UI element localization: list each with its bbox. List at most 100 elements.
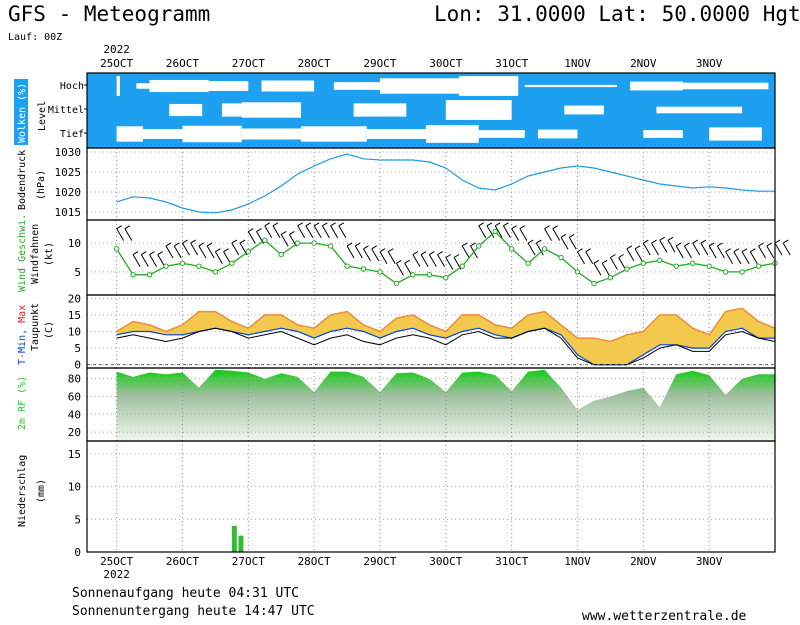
wind-barb-flag [766,242,773,247]
y-tick-label: 10 [68,481,81,494]
wind-unit: (kt) [44,242,55,266]
wind-barb-flag [675,242,682,247]
wind-speed-point [541,246,548,252]
pressure-unit: (hPa) [36,170,47,200]
wind-barb [502,225,511,239]
wind-barb [363,248,371,262]
wind-barb [708,245,717,259]
bottom-x-tick-label: 27OCT [232,555,265,568]
wind-barb [165,245,174,259]
y-tick-label: 1020 [55,186,82,199]
wind-barb-flag [536,239,542,244]
cloud-level-label: Mittel [48,105,84,116]
wind-barb-flag [165,242,172,247]
pressure-series-line [116,153,775,214]
cloud-patch [116,76,120,96]
wind-barb [519,228,528,241]
bottom-x-tick-label: 29OCT [363,555,396,568]
wind-barb-flag [626,245,633,250]
wind-barb [700,242,709,256]
wind-speed-point [492,228,498,235]
cloud-patch [426,125,479,143]
wind-barb-flag [634,245,641,250]
wind-barb-flag [708,242,715,247]
cloud-level-label: Tief [60,129,84,140]
wind-barb-flag [470,242,476,247]
cloud-patch [630,81,683,91]
wind-speed-point [344,263,350,269]
wind-barb [494,225,503,239]
wind-speed-point [591,280,597,287]
wind-sublabel: Windfahnen [30,224,41,284]
wind-barb-flag [486,222,493,227]
cloud-patch [445,100,512,120]
cloud-patch [300,126,367,142]
wind-barb [535,242,544,256]
precip-bar [231,525,237,552]
wind-barb-flag [560,233,567,238]
wind-barb [132,254,141,267]
wind-speed-point [245,249,252,255]
wind-barb [478,225,487,239]
bottom-x-tick-label: 26OCT [166,555,199,568]
wind-speed-point [196,263,202,269]
wind-barb-flag [338,222,345,227]
y-tick-label: 1015 [55,206,82,219]
humidity-ylabel: 2m RF (%) [17,376,28,430]
cloud-patch [643,130,683,138]
wind-barb-flag [379,248,386,253]
wind-barb-flag [717,242,723,247]
cloud-patch [169,103,203,117]
wind-barb-flag [429,251,435,256]
wind-barb [124,228,133,241]
wind-barb [264,225,273,239]
wind-barb [182,242,190,256]
wind-barb [766,245,775,259]
wind-speed-point [327,243,334,249]
wind-barb-flag [141,251,147,256]
wind-barb-flag [182,239,188,244]
wind-barb-flag [173,242,180,247]
wind-barb [330,225,339,239]
bottom-x-tick-label: 30OCT [429,555,462,568]
wind-barb [461,245,470,259]
coords-label: Lon: 31.0000 Lat: 50.0000 Hgt: 1 [434,2,800,26]
bottom-x-tick-label: 2NOV [630,555,657,568]
wind-barb [206,245,215,259]
wind-barb-flag [519,225,526,230]
precip-bar [238,535,244,552]
wind-barb-flag [527,239,534,244]
source-link[interactable]: www.wetterzentrale.de [582,609,747,624]
wind-speed-point [690,260,696,266]
cloud-patch [564,105,604,115]
wind-barb-flag [280,230,287,235]
wind-speed-point [410,272,416,278]
wind-barb-flag [297,222,303,227]
wind-barb-flag [346,242,353,247]
wind-barb [593,263,602,276]
cloud-patch [261,80,315,92]
wind-speed-point [393,280,400,287]
bottom-x-tick-label: 28OCT [298,555,331,568]
dewpoint-line [116,327,776,366]
wind-barb [116,228,125,241]
wind-barb [486,225,495,239]
wind-barb-flag [453,254,460,258]
wind-speed-point [558,254,564,261]
wind-speed-point [459,263,465,269]
top-x-tick-label: 1NOV [564,57,591,70]
wind-barb-flag [643,239,649,244]
wind-speed-point [294,240,301,246]
wind-speed-point [739,269,745,275]
wind-speed-point [113,246,120,252]
wind-speed-point [476,243,482,249]
wind-barb [272,225,281,239]
wind-barb-flag [494,222,501,227]
wind-barb [741,251,750,264]
cloud-patch [241,128,301,140]
wind-barb [601,263,610,276]
wind-barb [749,251,758,264]
wind-barb-flag [330,222,336,227]
temp-range-area [116,308,776,365]
